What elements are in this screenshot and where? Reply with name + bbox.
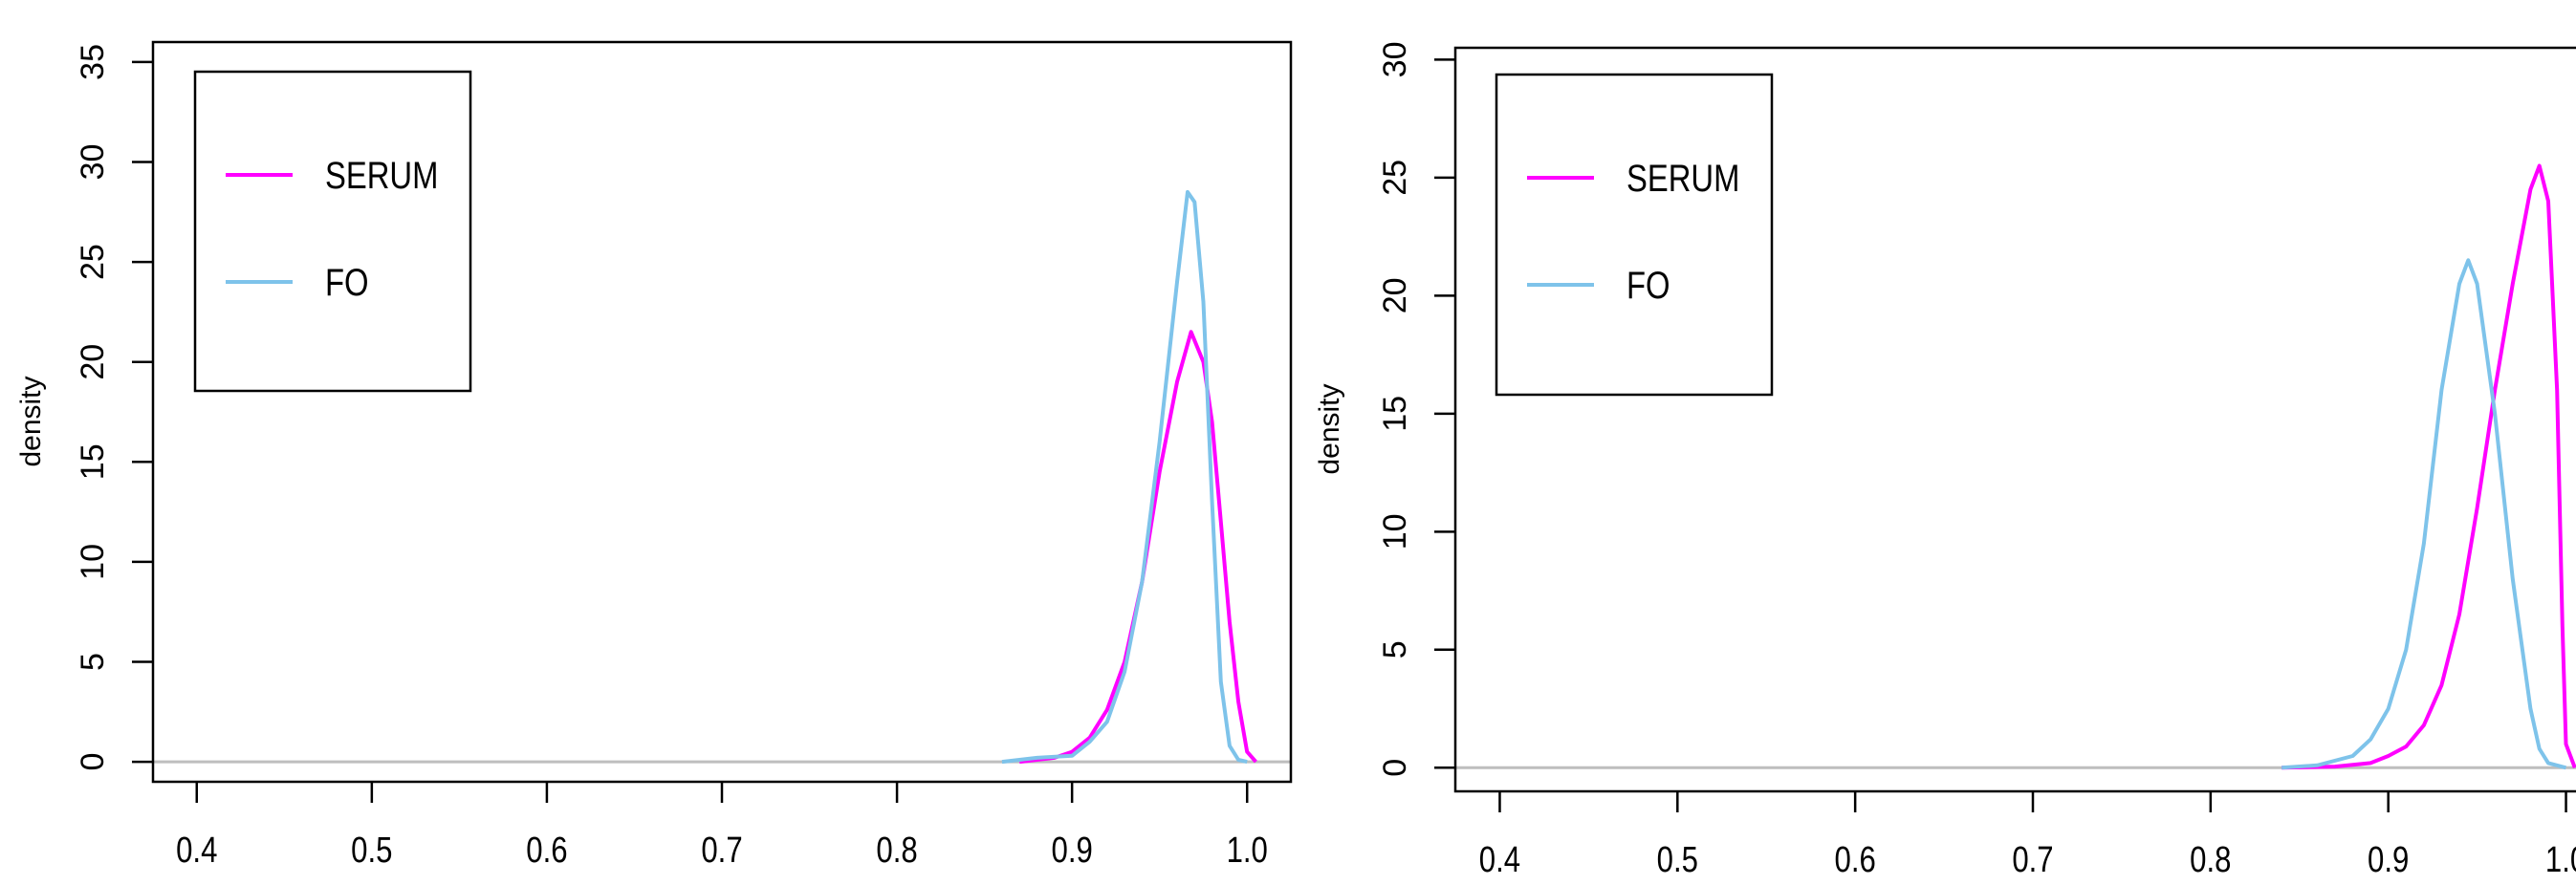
y-tick-label: 25 bbox=[1377, 160, 1413, 196]
legend-label-fo: FO bbox=[325, 261, 369, 304]
series-line-serum bbox=[1018, 330, 1257, 765]
y-tick-label: 10 bbox=[1377, 513, 1413, 550]
legend: SERUM FO bbox=[193, 70, 472, 393]
y-tick-label: 25 bbox=[75, 244, 111, 280]
y-tick-label: 20 bbox=[1377, 277, 1413, 313]
y-axis-title: density bbox=[1314, 383, 1345, 474]
y-tick-label: 35 bbox=[75, 44, 111, 80]
legend-box bbox=[1495, 73, 1774, 397]
x-tick-label: 0.5 bbox=[1657, 840, 1698, 880]
series-line-fo bbox=[1001, 189, 1248, 765]
legend-label-serum: SERUM bbox=[1626, 157, 1739, 200]
y-tick-label: 15 bbox=[75, 443, 111, 480]
x-tick-label: 0.4 bbox=[1479, 840, 1520, 880]
y-axis-title: density bbox=[15, 376, 47, 466]
x-tick-label: 0.7 bbox=[701, 831, 742, 871]
chart-panel-1: 0.4 0.5 0.6 0.7 0.8 0.9 1.0 0 5 10 15 20 25 30 35 densi… bbox=[15, 40, 1293, 871]
legend-label-fo: FO bbox=[1626, 264, 1670, 307]
x-tick-label: 0.8 bbox=[876, 831, 917, 871]
x-tick-label: 0.7 bbox=[2012, 840, 2053, 880]
x-tick-label: 1.0 bbox=[2545, 840, 2576, 880]
x-tick-label: 0.5 bbox=[351, 831, 392, 871]
y-tick-label: 0 bbox=[1377, 759, 1413, 777]
y-tick-label: 30 bbox=[75, 144, 111, 181]
y-tick-label: 0 bbox=[75, 753, 111, 771]
y-tick-label: 30 bbox=[1377, 41, 1413, 77]
x-tick-label: 0.9 bbox=[2368, 840, 2409, 880]
series-line-fo bbox=[2281, 258, 2567, 770]
x-tick-label: 0.8 bbox=[2190, 840, 2231, 880]
x-tick-label: 0.6 bbox=[1834, 840, 1875, 880]
y-tick-label: 5 bbox=[1377, 640, 1413, 658]
chart-panel-2: 0.4 0.5 0.6 0.7 0.8 0.9 1.0 0 5 10 15 20 25 30 density… bbox=[1314, 41, 2576, 880]
x-tick-label: 0.6 bbox=[526, 831, 567, 871]
x-tick-label: 1.0 bbox=[1227, 831, 1268, 871]
legend-label-serum: SERUM bbox=[325, 154, 438, 197]
series-line-serum bbox=[2281, 163, 2576, 770]
y-tick-label: 5 bbox=[75, 653, 111, 671]
legend: SERUM FO bbox=[1495, 73, 1774, 397]
y-tick-label: 15 bbox=[1377, 396, 1413, 432]
x-tick-label: 0.9 bbox=[1051, 831, 1092, 871]
y-tick-label: 20 bbox=[75, 344, 111, 380]
x-tick-label: 0.4 bbox=[176, 831, 217, 871]
y-tick-label: 10 bbox=[75, 544, 111, 580]
legend-box bbox=[193, 70, 472, 393]
